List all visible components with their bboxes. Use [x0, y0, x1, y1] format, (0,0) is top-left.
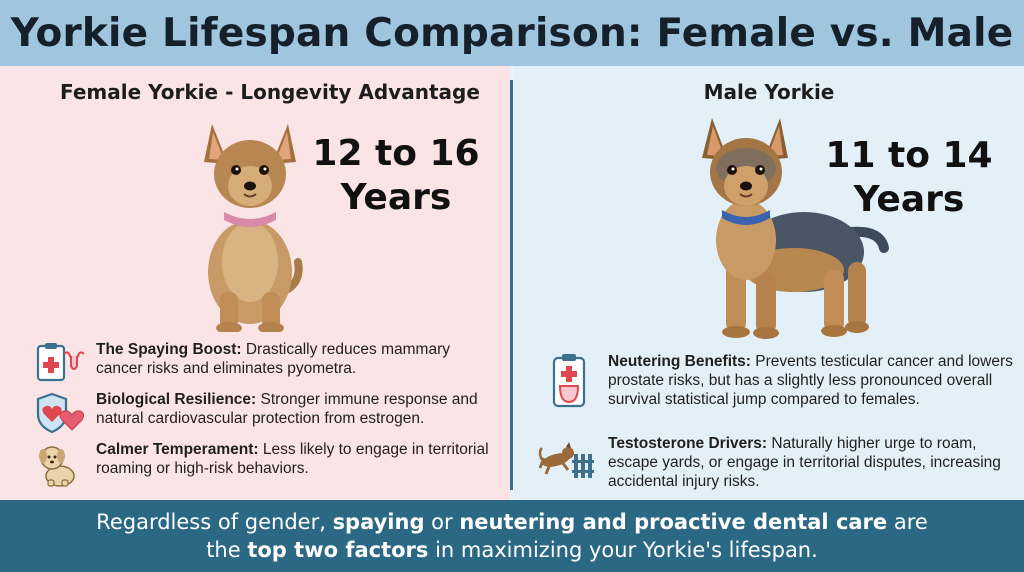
footer-banner: Regardless of gender, spaying or neuteri…	[0, 500, 1024, 572]
female-lifespan-unit: Years	[340, 177, 452, 218]
female-point-temperament-text: Calmer Temperament: Less likely to engag…	[96, 441, 489, 477]
male-lifespan-range: 11 to 14	[825, 135, 993, 176]
panel-divider	[510, 80, 513, 490]
shield-heart-icon	[36, 392, 84, 434]
male-point-neutering-text: Neutering Benefits: Prevents testicular …	[608, 353, 1013, 408]
female-point-temperament: Calmer Temperament: Less likely to engag…	[34, 440, 494, 488]
dog-jumping-fence-icon	[538, 442, 594, 478]
male-lifespan: 11 to 14 Years	[814, 134, 1004, 222]
female-panel: Female Yorkie - Longevity Advantage 12 t…	[0, 66, 510, 500]
male-panel: Male Yorkie 11 to 14	[514, 66, 1024, 500]
male-panel-title: Male Yorkie	[703, 80, 835, 104]
header-banner: Yorkie Lifespan Comparison: Female vs. M…	[0, 0, 1024, 66]
male-yorkie-image	[702, 118, 889, 339]
male-point-neutering: Neutering Benefits: Prevents testicular …	[546, 352, 1016, 412]
female-panel-title: Female Yorkie - Longevity Advantage	[60, 80, 480, 104]
page-title: Yorkie Lifespan Comparison: Female vs. M…	[10, 10, 1014, 56]
female-point-spaying-text: The Spaying Boost: Drastically reduces m…	[96, 341, 450, 377]
clipboard-reproductive-icon	[36, 343, 84, 382]
female-point-spaying: The Spaying Boost: Drastically reduces m…	[34, 340, 494, 388]
footer-line-1: Regardless of gender, spaying or neuteri…	[96, 510, 928, 534]
female-yorkie-image	[204, 124, 303, 332]
female-point-resilience: Biological Resilience: Stronger immune r…	[34, 390, 494, 438]
female-lifespan-range: 12 to 16	[312, 133, 480, 174]
male-point-testosterone: Testosterone Drivers: Naturally higher u…	[538, 434, 1016, 491]
male-point-testosterone-text: Testosterone Drivers: Naturally higher u…	[608, 435, 1001, 490]
calm-puppy-icon	[39, 446, 75, 487]
clipboard-medical-icon	[552, 354, 586, 408]
female-lifespan: 12 to 16 Years	[306, 132, 486, 220]
male-lifespan-unit: Years	[853, 179, 965, 220]
footer-line-2: the top two factors in maximizing your Y…	[206, 538, 818, 562]
female-point-resilience-text: Biological Resilience: Stronger immune r…	[96, 391, 478, 427]
